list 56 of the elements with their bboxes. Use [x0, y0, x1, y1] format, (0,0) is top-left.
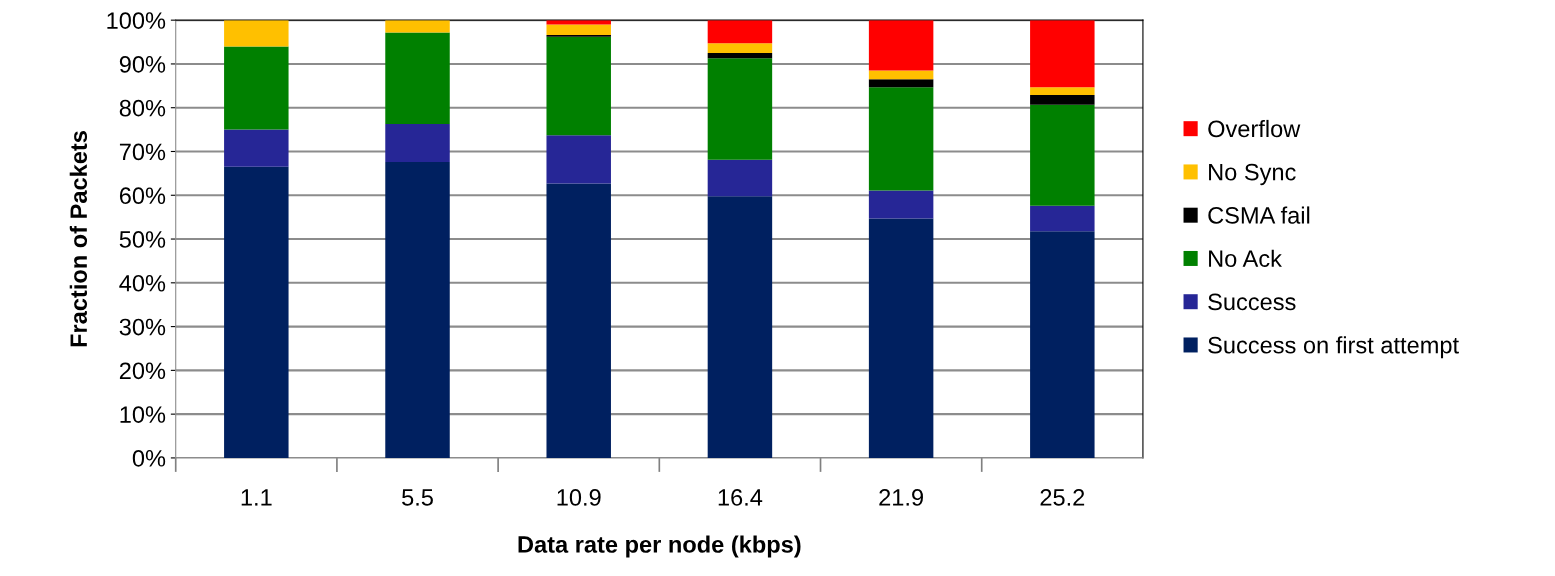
x-tick-label: 5.5 — [402, 489, 433, 506]
bar — [868, 79, 934, 88]
x-tick-label: 25.2 — [1040, 489, 1085, 506]
y-tick-label: 100% — [107, 12, 166, 29]
y-tick-label: 20% — [119, 362, 166, 380]
bar — [546, 24, 611, 36]
bar — [1030, 95, 1095, 105]
bar — [707, 196, 773, 458]
bar — [868, 190, 934, 219]
bar — [546, 135, 611, 184]
bar — [1030, 104, 1095, 206]
bar — [546, 36, 611, 136]
bar — [1030, 231, 1095, 458]
bar — [707, 159, 773, 197]
x-tick-label: 16.4 — [718, 489, 763, 506]
bar — [224, 46, 289, 130]
bar — [546, 20, 611, 25]
x-tick-label: 1.1 — [241, 489, 272, 506]
bar — [1030, 20, 1095, 88]
y-tick-label: 50% — [119, 231, 166, 248]
bar — [707, 43, 773, 53]
bar — [546, 183, 611, 458]
legend-label: Success — [1208, 293, 1296, 311]
legend-label: Overflow — [1208, 119, 1301, 138]
x-tick-label: 21.9 — [879, 489, 923, 506]
y-tick-label: 90% — [119, 56, 166, 73]
y-tick-label: 30% — [119, 318, 166, 336]
bar — [707, 20, 773, 44]
bar — [707, 58, 773, 160]
bar — [868, 70, 934, 80]
y-tick-label: 70% — [119, 143, 166, 161]
bar — [224, 129, 289, 167]
bar — [868, 218, 934, 458]
legend-label: CSMA fail — [1208, 206, 1310, 224]
y-axis-title: Fraction of Packets — [69, 131, 88, 347]
bar — [868, 87, 934, 191]
bar — [1030, 87, 1095, 96]
y-tick-label: 10% — [120, 406, 166, 423]
y-tick-label: 80% — [119, 99, 166, 117]
bar — [385, 161, 450, 458]
y-tick-label: 40% — [119, 274, 166, 292]
bar — [224, 166, 289, 458]
bar — [385, 20, 450, 33]
bar — [385, 123, 450, 162]
legend-label: No Sync — [1209, 163, 1296, 186]
legend-label: Success on first attempt — [1208, 336, 1459, 359]
x-tick-label: 10.9 — [557, 489, 601, 506]
bar — [1030, 205, 1095, 232]
bar — [868, 20, 934, 71]
bar — [385, 32, 450, 124]
y-tick-label: 0% — [132, 449, 166, 467]
bar — [224, 20, 289, 47]
x-axis-title: Data rate per node (kbps) — [518, 535, 801, 558]
y-tick-label: 60% — [119, 187, 166, 205]
bar — [707, 52, 773, 59]
legend-label: No Ack — [1209, 249, 1282, 268]
